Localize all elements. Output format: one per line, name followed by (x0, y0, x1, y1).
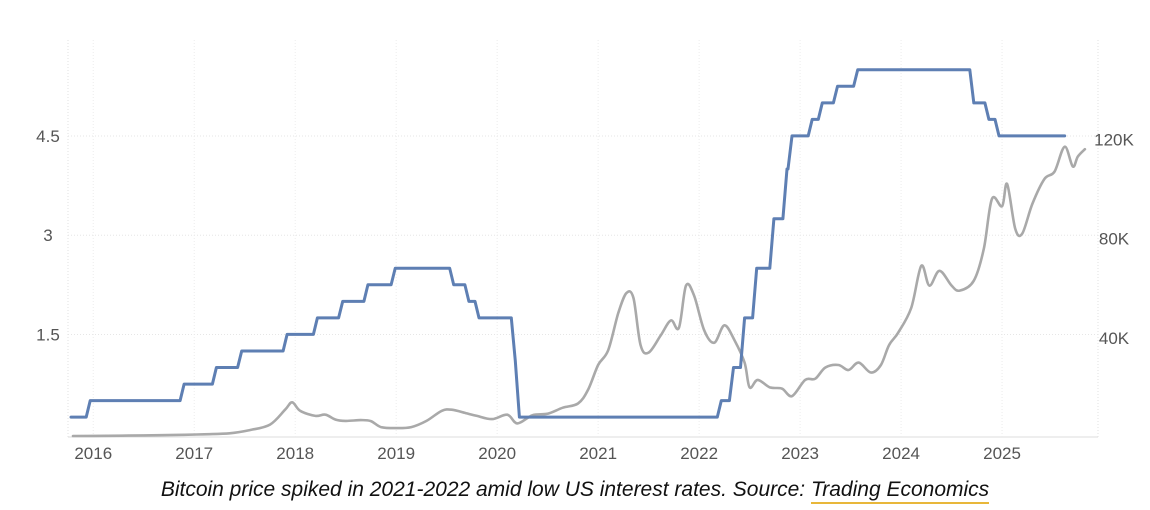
left-y-tick-label: 4.5 (36, 127, 60, 146)
series-line-right-axis (71, 145, 1087, 438)
x-tick-label: 2020 (478, 444, 516, 463)
chart-caption: Bitcoin price spiked in 2021-2022 amid l… (0, 478, 1150, 504)
caption-text: Bitcoin price spiked in 2021-2022 amid l… (160, 478, 811, 501)
x-tick-label: 2021 (579, 444, 617, 463)
x-tick-label: 2023 (781, 444, 819, 463)
source-link[interactable]: Trading Economics (810, 478, 990, 504)
gridlines (67, 40, 1099, 438)
left-y-tick-label: 3 (43, 226, 52, 245)
chart-area: 2016 2017 2018 2019 2020 2021 2022 2023 2024 2025… (36, 40, 1135, 463)
x-tick-label: 2019 (377, 444, 415, 463)
x-tick-label: 2018 (276, 444, 314, 463)
right-y-tick-label: 120K (1094, 130, 1134, 149)
x-tick-label: 2016 (74, 444, 112, 463)
x-axis-ticks: 2016 2017 2018 2019 2020 2021 2022 2023 2024 2025 (74, 444, 1021, 463)
right-y-axis-ticks: 40K 80K 120K (1094, 130, 1134, 348)
left-y-axis-ticks: 1.5 3 4.5 (36, 127, 60, 345)
left-y-tick-label: 1.5 (36, 325, 60, 344)
x-tick-label: 2022 (680, 444, 718, 463)
right-y-tick-label: 80K (1099, 230, 1130, 249)
series-lines (69, 68, 1087, 438)
x-tick-label: 2025 (983, 444, 1021, 463)
x-tick-label: 2024 (882, 444, 920, 463)
x-tick-label: 2017 (175, 444, 213, 463)
right-y-tick-label: 40K (1099, 329, 1130, 348)
series-line-left-axis (69, 68, 1067, 419)
